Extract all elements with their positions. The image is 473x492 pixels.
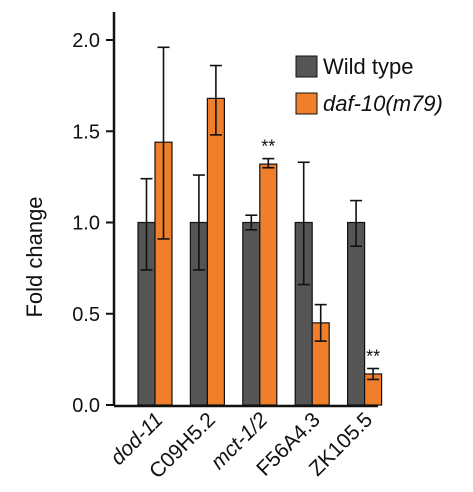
error-bar xyxy=(262,157,275,169)
bar-wild-type-4 xyxy=(347,221,366,406)
error-bar xyxy=(314,303,327,342)
error-bar xyxy=(245,214,258,231)
significance-marker: ** xyxy=(366,347,380,367)
error-bar xyxy=(350,199,363,248)
legend: Wild type daf-10(m79) xyxy=(295,54,443,116)
y-tick-label: 0.0 xyxy=(72,395,100,417)
y-axis-title: Fold change xyxy=(22,196,47,317)
error-bar xyxy=(140,177,153,271)
error-bar xyxy=(297,161,310,286)
error-bar xyxy=(367,367,380,381)
axes: 0.00.51.01.52.0dod-11C09H5.2mct-1/2F56A4… xyxy=(72,12,378,483)
legend-label: daf-10(m79) xyxy=(323,91,443,116)
y-tick-label: 2.0 xyxy=(72,30,100,52)
legend-label: Wild type xyxy=(323,54,413,79)
significance-marker: ** xyxy=(261,137,275,157)
bar-wild-type-2 xyxy=(242,221,261,406)
legend-swatch xyxy=(295,92,318,115)
bars xyxy=(137,97,383,406)
y-tick-label: 0.5 xyxy=(72,304,100,326)
bar-daf-10-1 xyxy=(206,97,225,406)
y-tick-label: 1.0 xyxy=(72,213,100,235)
error-bar xyxy=(192,174,205,271)
bar-daf-10-2 xyxy=(259,163,278,406)
error-bar xyxy=(209,64,222,136)
significance-annotations: ** ** xyxy=(261,137,380,367)
error-bar xyxy=(157,46,170,240)
legend-swatch xyxy=(295,55,318,78)
error-bars xyxy=(140,46,380,381)
y-tick-label: 1.5 xyxy=(72,121,100,143)
